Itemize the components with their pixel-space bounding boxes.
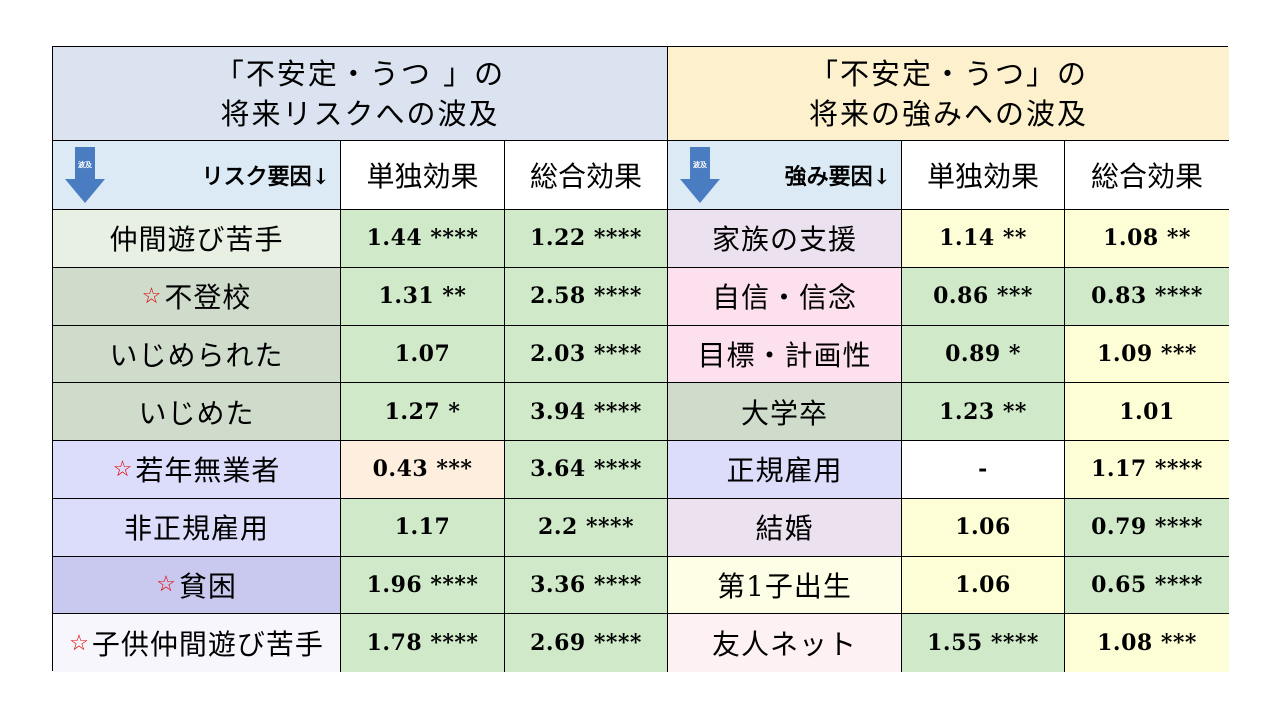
right-single-value: 1.14 **	[902, 210, 1065, 268]
left-single-value: 0.43 ***	[341, 441, 505, 499]
left-factor-header: 波及 リスク要因↓	[53, 141, 341, 210]
right-factor-header: 波及 強み要因↓	[668, 141, 902, 210]
arrow-label: 波及	[78, 160, 93, 169]
down-arrow-icon: 波及	[680, 147, 720, 203]
right-factor-label: 自信・信念	[668, 267, 902, 326]
right-factor-label: 友人ネット	[668, 614, 902, 672]
left-single-value: 1.17	[341, 498, 505, 557]
right-single-value: 0.86 ***	[902, 267, 1065, 326]
right-factor-label: 第1子出生	[668, 556, 902, 615]
right-single-value: 0.89 *	[902, 325, 1065, 384]
left-factor-label-text: 仲間遊び苦手	[109, 223, 284, 257]
left-factor-label-text: いじめた	[138, 396, 255, 430]
right-factor-label: 結婚	[668, 498, 902, 557]
star-icon: ☆	[156, 572, 177, 598]
left-total-value: 2.58 ****	[505, 267, 668, 326]
star-icon: ☆	[112, 456, 134, 482]
arrow-label: 波及	[693, 160, 708, 169]
right-col-single: 単独効果	[902, 141, 1065, 210]
left-factor-label: ☆ 貧困	[53, 556, 341, 615]
right-factor-label: 目標・計画性	[668, 325, 902, 384]
left-factor-label-text: 貧困	[178, 569, 237, 603]
left-title-line-2: 将来リスクへの波及	[220, 96, 500, 131]
left-title: 「不安定・うつ 」の 将来リスクへの波及	[53, 47, 668, 141]
left-single-value: 1.27 *	[341, 383, 505, 441]
left-single-value: 1.96 ****	[341, 556, 505, 615]
right-single-value: 1.06	[902, 556, 1065, 615]
right-total-value: 0.79 ****	[1065, 498, 1229, 557]
left-factor-label: 非正規雇用	[53, 498, 341, 557]
left-single-value: 1.44 ****	[341, 210, 505, 268]
effects-table: 「不安定・うつ 」の 将来リスクへの波及 「不安定・うつ」の 将来の強みへの波及…	[52, 46, 1229, 672]
star-icon: ☆	[141, 283, 163, 309]
left-title-line-1: 「不安定・うつ 」の	[214, 56, 506, 91]
left-total-value: 1.22 ****	[505, 210, 668, 268]
left-total-value: 3.94 ****	[505, 383, 668, 441]
right-total-value: 1.08 ***	[1065, 614, 1229, 672]
right-total-value: 1.09 ***	[1065, 325, 1229, 384]
left-total-value: 3.36 ****	[505, 556, 668, 615]
left-factor-label-text: いじめられた	[109, 338, 284, 372]
left-factor-label: いじめた	[53, 383, 341, 441]
left-total-value: 2.2 ****	[505, 498, 668, 557]
left-col-total: 総合効果	[505, 141, 668, 210]
right-total-value: 1.08 **	[1065, 210, 1229, 268]
right-factor-header-text: 強み要因↓	[784, 164, 891, 190]
left-factor-label-text: 不登校	[164, 281, 252, 315]
right-total-value: 1.01	[1065, 383, 1229, 441]
left-factor-label-text: 子供仲間遊び苦手	[91, 628, 324, 662]
left-factor-label: ☆ 不登校	[53, 267, 341, 326]
left-factor-header-text: リスク要因↓	[201, 164, 330, 190]
left-factor-label: ☆ 若年無業者	[53, 441, 341, 499]
star-icon: ☆	[69, 630, 90, 656]
right-single-value: 1.55 ****	[902, 614, 1065, 672]
right-factor-label: 家族の支援	[668, 210, 902, 268]
down-arrow-icon: 波及	[65, 147, 105, 203]
left-total-value: 2.69 ****	[505, 614, 668, 672]
right-single-value: -	[902, 441, 1065, 499]
right-factor-label: 正規雇用	[668, 441, 902, 499]
right-title-line-2: 将来の強みへの波及	[808, 96, 1088, 131]
left-factor-label: ☆ 子供仲間遊び苦手	[53, 614, 341, 672]
left-factor-label-text: 非正規雇用	[123, 512, 269, 546]
right-title-line-1: 「不安定・うつ」の	[808, 56, 1088, 91]
left-factor-label: 仲間遊び苦手	[53, 210, 341, 268]
right-title: 「不安定・うつ」の 将来の強みへの波及	[668, 47, 1229, 141]
left-factor-label: いじめられた	[53, 325, 341, 384]
left-total-value: 3.64 ****	[505, 441, 668, 499]
right-single-value: 1.23 **	[902, 383, 1065, 441]
left-factor-label-text: 若年無業者	[135, 454, 281, 488]
right-single-value: 1.06	[902, 498, 1065, 557]
left-single-value: 1.31 **	[341, 267, 505, 326]
left-single-value: 1.07	[341, 325, 505, 384]
right-total-value: 1.17 ****	[1065, 441, 1229, 499]
right-total-value: 0.65 ****	[1065, 556, 1229, 615]
left-total-value: 2.03 ****	[505, 325, 668, 384]
right-col-total: 総合効果	[1065, 141, 1229, 210]
left-single-value: 1.78 ****	[341, 614, 505, 672]
right-factor-label: 大学卒	[668, 383, 902, 441]
left-col-single: 単独効果	[341, 141, 505, 210]
right-total-value: 0.83 ****	[1065, 267, 1229, 326]
